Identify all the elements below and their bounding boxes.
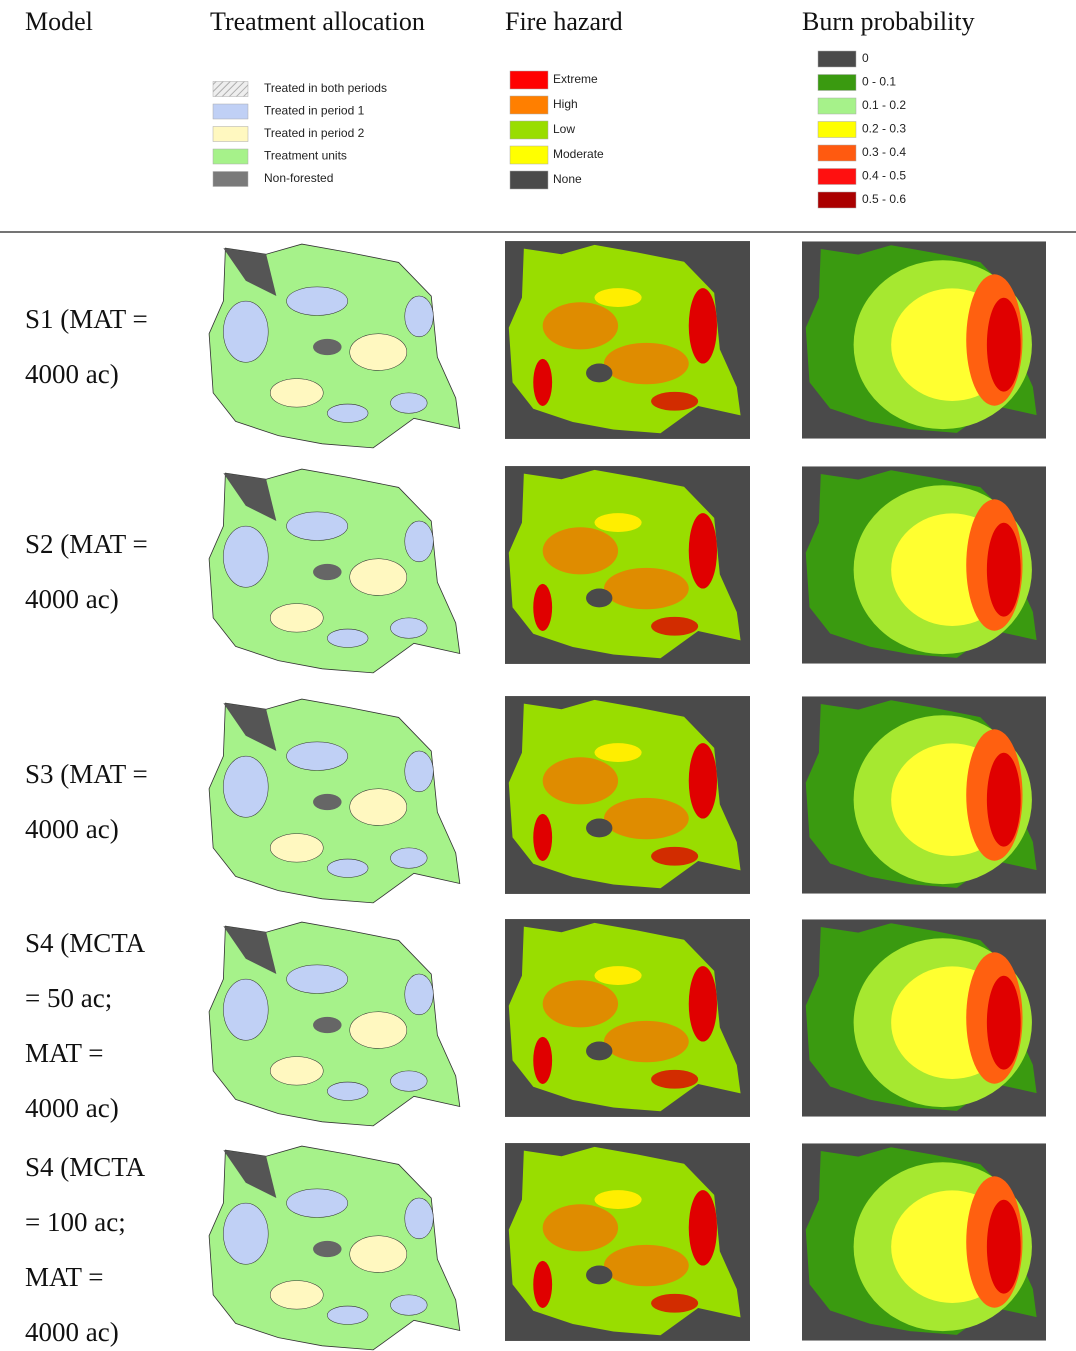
burn-probability-map	[802, 1143, 1046, 1340]
legend-swatch	[818, 51, 856, 67]
model-label: 4000 ac)	[25, 1317, 119, 1347]
legend-swatch	[818, 75, 856, 91]
legend-label: Non-forested	[264, 171, 333, 185]
model-label: = 50 ac;	[25, 983, 112, 1013]
burn-probability-map	[802, 919, 1046, 1116]
model-label: S3 (MAT =	[25, 759, 148, 789]
fire-hazard-map	[505, 696, 750, 894]
fire-hazard-map	[505, 241, 750, 439]
legend-label: Treatment units	[264, 149, 347, 163]
treatment-map	[209, 469, 460, 673]
model-label: 4000 ac)	[25, 814, 119, 844]
model-label: 4000 ac)	[25, 584, 119, 614]
legend-swatch	[818, 192, 856, 208]
fire-hazard-map	[505, 466, 750, 664]
treatment-map	[209, 244, 460, 448]
legend-label: Treated in both periods	[264, 81, 387, 95]
legend-swatch	[510, 71, 548, 89]
legend-label: High	[553, 97, 578, 111]
legend-swatch	[510, 121, 548, 139]
burn-probability-map	[802, 466, 1046, 663]
model-label: S1 (MAT =	[25, 304, 148, 334]
model-label: MAT =	[25, 1038, 104, 1068]
legend-label: 0.3 - 0.4	[862, 145, 906, 159]
legend-swatch	[213, 82, 248, 97]
legend-swatch	[510, 96, 548, 114]
legend-swatch	[818, 98, 856, 114]
fire-hazard-map	[505, 919, 750, 1117]
column-header: Treatment allocation	[210, 7, 425, 36]
legend-swatch	[213, 172, 248, 187]
burn-probability-map	[802, 241, 1046, 438]
column-header: Burn probability	[802, 7, 975, 36]
legend-label: 0.4 - 0.5	[862, 169, 906, 183]
legend-label: 0.2 - 0.3	[862, 122, 906, 136]
model-label: S2 (MAT =	[25, 529, 148, 559]
treatment-map	[209, 922, 460, 1126]
legend-label: Treated in period 2	[264, 126, 365, 140]
legend-swatch	[818, 169, 856, 185]
model-label: 4000 ac)	[25, 1093, 119, 1123]
model-label: MAT =	[25, 1262, 104, 1292]
legend-label: Low	[553, 122, 575, 136]
legend-label: Moderate	[553, 147, 604, 161]
fire-hazard-map	[505, 1143, 750, 1341]
legend-label: 0	[862, 51, 869, 65]
legend-swatch	[213, 104, 248, 119]
treatment-map	[209, 699, 460, 903]
legend-swatch	[510, 171, 548, 189]
legend-label: 0 - 0.1	[862, 75, 896, 89]
legend-swatch	[510, 146, 548, 164]
figure: Model Treatment allocation Fire hazard B…	[0, 0, 1076, 1351]
legend-swatch	[213, 149, 248, 164]
model-label: = 100 ac;	[25, 1207, 126, 1237]
model-label: S4 (MCTA	[25, 928, 146, 958]
burn-probability-map	[802, 696, 1046, 893]
column-header: Fire hazard	[505, 7, 623, 36]
legend-swatch	[818, 122, 856, 138]
model-label: 4000 ac)	[25, 359, 119, 389]
legend-label: None	[553, 172, 582, 186]
legend-swatch	[213, 127, 248, 142]
legend-label: Treated in period 1	[264, 104, 365, 118]
treatment-map	[209, 1146, 460, 1350]
legend-label: 0.1 - 0.2	[862, 98, 906, 112]
legend-label: Extreme	[553, 72, 598, 86]
legend-label: 0.5 - 0.6	[862, 192, 906, 206]
model-label: S4 (MCTA	[25, 1152, 146, 1182]
column-header: Model	[25, 7, 93, 36]
legend-swatch	[818, 145, 856, 161]
